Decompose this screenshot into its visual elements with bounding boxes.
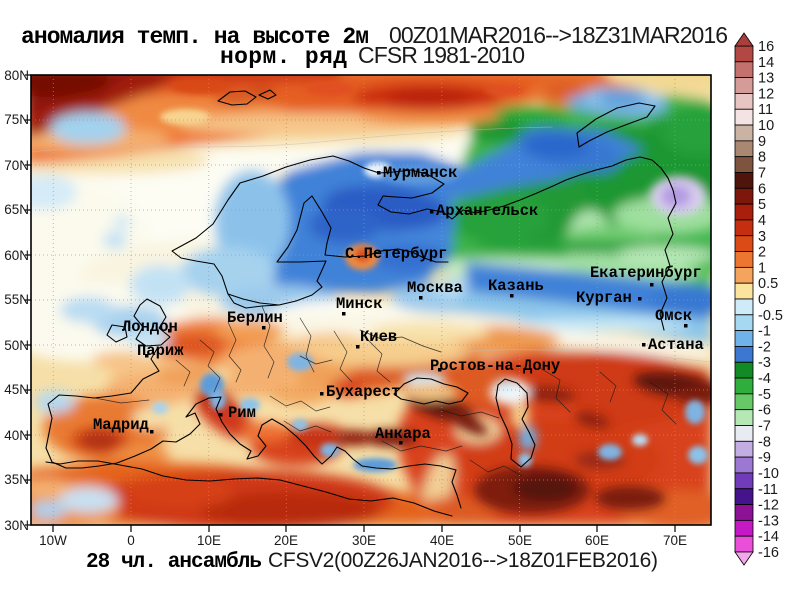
svg-text:-10: -10 <box>758 466 779 482</box>
svg-text:75N: 75N <box>4 112 29 127</box>
svg-text:-12: -12 <box>758 498 779 514</box>
svg-text:35N: 35N <box>4 472 29 487</box>
svg-text:2: 2 <box>758 245 766 261</box>
svg-text:30E: 30E <box>352 533 376 548</box>
svg-text:CFSR 1981-2010: CFSR 1981-2010 <box>358 42 525 68</box>
svg-text:Омск: Омск <box>655 307 692 325</box>
svg-text:0: 0 <box>127 533 135 548</box>
svg-text:10W: 10W <box>39 533 67 548</box>
svg-text:10: 10 <box>758 118 774 134</box>
svg-text:50N: 50N <box>4 338 29 353</box>
svg-text:14: 14 <box>758 55 774 71</box>
svg-text:Мурманск: Мурманск <box>383 164 457 182</box>
svg-text:Анкара: Анкара <box>375 425 431 443</box>
svg-text:70N: 70N <box>4 158 29 173</box>
svg-text:-14: -14 <box>758 529 779 545</box>
svg-text:Астана: Астана <box>648 336 704 354</box>
svg-text:40E: 40E <box>430 533 454 548</box>
svg-text:55N: 55N <box>4 292 29 307</box>
svg-text:Архангельск: Архангельск <box>436 202 538 220</box>
svg-text:Рим: Рим <box>228 404 256 422</box>
svg-text:Бухарест: Бухарест <box>326 383 400 401</box>
svg-text:8: 8 <box>758 150 766 166</box>
svg-text:Минск: Минск <box>336 295 383 313</box>
svg-text:-7: -7 <box>758 419 771 435</box>
svg-text:00Z01MAR2016-->18Z31MAR2016: 00Z01MAR2016-->18Z31MAR2016 <box>389 22 728 48</box>
svg-text:60E: 60E <box>585 533 609 548</box>
svg-text:-13: -13 <box>758 513 779 529</box>
svg-text:-5: -5 <box>758 387 771 403</box>
svg-text:Берлин: Берлин <box>227 309 283 327</box>
svg-text:9: 9 <box>758 134 766 150</box>
svg-text:10E: 10E <box>197 533 221 548</box>
svg-text:1: 1 <box>758 260 766 276</box>
svg-text:-6: -6 <box>758 403 771 419</box>
svg-text:80N: 80N <box>4 68 29 83</box>
svg-text:4: 4 <box>758 213 766 229</box>
svg-text:0.5: 0.5 <box>758 276 778 292</box>
svg-text:аномалия темп. на высоте 2м: аномалия темп. на высоте 2м <box>21 24 369 50</box>
svg-text:Ростов-на-Дону: Ростов-на-Дону <box>430 357 560 375</box>
svg-text:13: 13 <box>758 71 774 87</box>
svg-text:28 чл. ансамбль: 28 чл. ансамбль <box>86 551 262 574</box>
svg-text:Курган: Курган <box>576 289 632 307</box>
svg-text:Киев: Киев <box>360 328 397 346</box>
svg-text:40N: 40N <box>4 428 29 443</box>
svg-text:Екатеринбург: Екатеринбург <box>590 264 702 282</box>
svg-text:65N: 65N <box>4 202 29 217</box>
svg-text:-3: -3 <box>758 355 771 371</box>
svg-text:-4: -4 <box>758 371 771 387</box>
svg-text:50E: 50E <box>508 533 532 548</box>
svg-text:Казань: Казань <box>488 277 544 295</box>
svg-text:С.Петербург: С.Петербург <box>345 245 447 263</box>
svg-text:12: 12 <box>758 86 774 102</box>
svg-text:-8: -8 <box>758 434 771 450</box>
svg-text:3: 3 <box>758 229 766 245</box>
svg-text:5: 5 <box>758 197 766 213</box>
svg-text:60N: 60N <box>4 248 29 263</box>
svg-text:-0.5: -0.5 <box>758 308 783 324</box>
svg-text:-1: -1 <box>758 324 771 340</box>
svg-text:11: 11 <box>758 102 773 118</box>
svg-text:20E: 20E <box>274 533 298 548</box>
svg-text:-9: -9 <box>758 450 771 466</box>
svg-text:16: 16 <box>758 39 774 55</box>
svg-text:Париж: Париж <box>137 342 184 360</box>
svg-text:-11: -11 <box>758 482 778 498</box>
svg-text:70E: 70E <box>663 533 687 548</box>
svg-text:30N: 30N <box>4 518 29 533</box>
svg-text:Лондон: Лондон <box>122 318 178 336</box>
svg-text:Мадрид: Мадрид <box>93 416 149 434</box>
svg-text:Москва: Москва <box>407 279 463 297</box>
svg-text:-16: -16 <box>758 545 779 561</box>
svg-text:-2: -2 <box>758 339 771 355</box>
svg-text:6: 6 <box>758 181 766 197</box>
svg-text:0: 0 <box>758 292 766 308</box>
svg-text:7: 7 <box>758 166 766 182</box>
svg-text:45N: 45N <box>4 382 29 397</box>
svg-text:норм. ряд: норм. ряд <box>220 44 347 70</box>
svg-text:CFSV2(00Z26JAN2016-->18Z01FEB2: CFSV2(00Z26JAN2016-->18Z01FEB2016) <box>268 549 658 572</box>
